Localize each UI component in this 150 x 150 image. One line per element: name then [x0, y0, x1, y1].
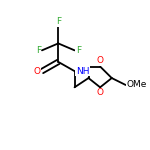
Text: F: F	[76, 46, 81, 55]
Text: O: O	[97, 88, 104, 98]
Text: O: O	[34, 67, 41, 76]
Text: NH: NH	[76, 67, 89, 76]
Text: OMe: OMe	[127, 81, 147, 90]
Text: F: F	[36, 46, 41, 55]
Text: F: F	[56, 17, 61, 26]
Text: O: O	[97, 56, 104, 65]
